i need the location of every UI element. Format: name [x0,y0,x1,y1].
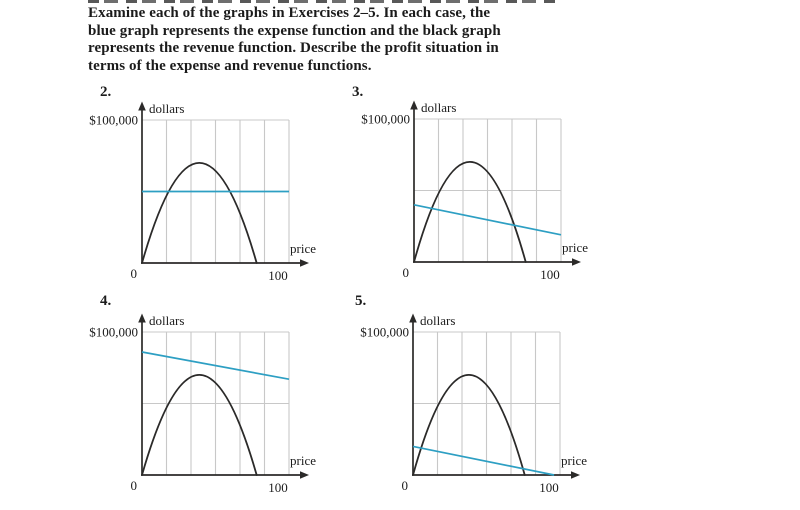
y-axis-title: dollars [420,313,455,328]
y-max-tick-label: $100,000 [89,113,138,128]
y-max-tick-label: $100,000 [89,325,138,340]
instructions-line-4: terms of the expense and revenue functio… [88,57,372,74]
origin-tick-label: 0 [131,478,138,493]
revenue-curve [412,374,526,476]
expense-line [413,203,562,236]
instructions-line-2: blue graph represents the expense functi… [88,22,501,39]
x-axis-arrow-icon [300,471,309,479]
origin-tick-label: 0 [131,266,138,281]
x-max-tick-label: 100 [540,267,560,282]
revenue-curve [413,161,527,263]
exercise-instructions: Examine each of the graphs in Exercises … [88,5,588,75]
cropped-text-artifact [88,0,558,3]
x-max-tick-label: 100 [268,268,288,283]
x-max-tick-label: 100 [268,480,288,495]
exercise-2-number: 2. [100,84,112,100]
instructions-line-3: represents the revenue function. Describ… [88,40,499,56]
revenue-curve [141,374,258,476]
exercise-5-number: 5. [355,293,367,309]
expense-line [141,351,290,381]
y-axis-arrow-icon [410,100,418,110]
axes [138,313,309,479]
exercise-3-number: 3. [352,84,364,100]
grid-lines [413,331,561,475]
axes [409,313,580,479]
origin-tick-label: 0 [402,478,409,493]
axes [410,100,581,266]
y-axis-title: dollars [421,100,456,115]
x-max-tick-label: 100 [539,480,559,495]
axes [138,101,309,267]
x-axis-title: price [290,453,316,468]
exercise-4-number: 4. [100,293,112,309]
y-axis-arrow-icon [138,313,146,323]
y-axis-title: dollars [149,101,184,116]
x-axis-arrow-icon [300,259,309,267]
y-axis-arrow-icon [138,101,146,111]
y-max-tick-label: $100,000 [360,325,409,340]
y-axis-arrow-icon [409,313,417,323]
y-axis-title: dollars [149,313,184,328]
expense-line [412,445,555,476]
x-axis-title: price [562,240,588,255]
x-axis-title: price [561,453,587,468]
x-axis-title: price [290,241,316,256]
grid-lines [414,118,562,262]
x-axis-arrow-icon [572,258,581,266]
revenue-curve [141,162,258,264]
origin-tick-label: 0 [403,265,410,280]
instructions-line-1: Examine each of the graphs in Exercises … [88,5,491,21]
y-max-tick-label: $100,000 [361,112,410,127]
grid-lines [142,331,290,475]
x-axis-arrow-icon [571,471,580,479]
